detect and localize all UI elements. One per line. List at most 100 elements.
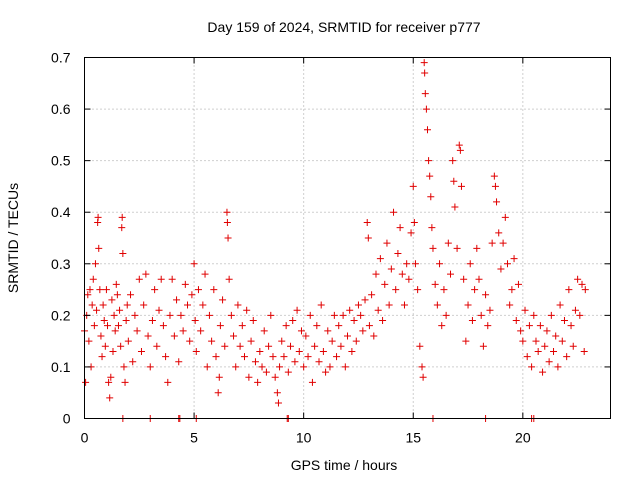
- data-point: [122, 317, 130, 325]
- data-point: [273, 389, 281, 397]
- data-point: [289, 317, 297, 325]
- data-point: [359, 327, 367, 335]
- data-point: [99, 301, 107, 309]
- data-point: [456, 146, 464, 154]
- data-point: [101, 342, 109, 350]
- data-point: [536, 322, 544, 330]
- data-point: [124, 337, 132, 345]
- data-point: [493, 198, 501, 206]
- data-point: [385, 301, 393, 309]
- data-point: [517, 327, 525, 335]
- data-point: [278, 337, 286, 345]
- data-point: [107, 373, 115, 381]
- data-point: [457, 182, 465, 190]
- data-point: [127, 291, 135, 299]
- data-point: [188, 291, 196, 299]
- x-tick-label: 10: [296, 430, 312, 446]
- data-point: [232, 363, 240, 371]
- data-point: [118, 213, 126, 221]
- data-point: [326, 363, 334, 371]
- data-point: [532, 337, 540, 345]
- data-point: [97, 332, 105, 340]
- data-point: [131, 311, 139, 319]
- data-point: [162, 353, 170, 361]
- data-point: [177, 311, 185, 319]
- data-point: [116, 306, 124, 314]
- y-tick-label: 0.7: [51, 50, 71, 66]
- data-point: [251, 358, 259, 366]
- data-point: [293, 306, 301, 314]
- data-point: [339, 311, 347, 319]
- y-tick-label: 0.6: [51, 101, 71, 117]
- data-point: [569, 342, 577, 350]
- data-point: [381, 280, 389, 288]
- data-point: [260, 327, 268, 335]
- data-point: [363, 219, 371, 227]
- data-point: [170, 332, 178, 340]
- data-point: [365, 322, 373, 330]
- data-point: [387, 265, 395, 273]
- data-point: [302, 332, 310, 340]
- data-point: [82, 378, 90, 386]
- data-point: [276, 363, 284, 371]
- data-point: [460, 275, 468, 283]
- data-point: [348, 347, 356, 355]
- data-point: [396, 224, 404, 232]
- data-point: [291, 358, 299, 366]
- data-point: [94, 213, 102, 221]
- data-point: [119, 249, 127, 257]
- data-point: [508, 286, 516, 294]
- data-point: [425, 157, 433, 165]
- data-point: [357, 311, 365, 319]
- y-tick-label: 0.4: [51, 204, 71, 220]
- chart-title: Day 159 of 2024, SRMTID for receiver p77…: [207, 19, 480, 35]
- data-point: [394, 249, 402, 257]
- data-point: [451, 203, 459, 211]
- data-point: [550, 347, 558, 355]
- data-point: [274, 399, 282, 407]
- data-point: [236, 342, 244, 350]
- data-point: [142, 270, 150, 278]
- data-point: [344, 332, 351, 340]
- data-point: [93, 306, 101, 314]
- data-point: [219, 296, 227, 304]
- data-point: [208, 337, 216, 345]
- data-point: [215, 373, 223, 381]
- data-point: [146, 363, 154, 371]
- data-point: [442, 311, 450, 319]
- data-point: [453, 244, 461, 252]
- data-point: [144, 332, 152, 340]
- data-point: [306, 311, 314, 319]
- data-point: [416, 342, 424, 350]
- data-point: [284, 368, 292, 376]
- data-point: [199, 301, 207, 309]
- data-point: [346, 306, 354, 314]
- data-point: [554, 363, 562, 371]
- data-point: [297, 327, 305, 335]
- data-point: [574, 275, 582, 283]
- data-point: [411, 260, 419, 268]
- data-point: [190, 260, 198, 268]
- data-point: [455, 141, 463, 149]
- data-point: [398, 270, 406, 278]
- data-point: [444, 239, 452, 247]
- data-point: [271, 373, 279, 381]
- data-point: [91, 260, 99, 268]
- data-point: [501, 213, 509, 221]
- data-point: [175, 358, 183, 366]
- data-point: [563, 353, 571, 361]
- data-point: [506, 301, 514, 309]
- data-point: [409, 182, 417, 190]
- data-point: [258, 363, 266, 371]
- data-point: [168, 275, 176, 283]
- data-point: [137, 347, 145, 355]
- data-point: [118, 224, 126, 232]
- data-point: [282, 322, 290, 330]
- data-point: [267, 311, 275, 319]
- data-point: [140, 301, 148, 309]
- data-point: [495, 229, 503, 237]
- data-point: [497, 265, 505, 273]
- data-point: [214, 389, 222, 397]
- x-tick-label: 20: [515, 430, 531, 446]
- data-point: [571, 306, 579, 314]
